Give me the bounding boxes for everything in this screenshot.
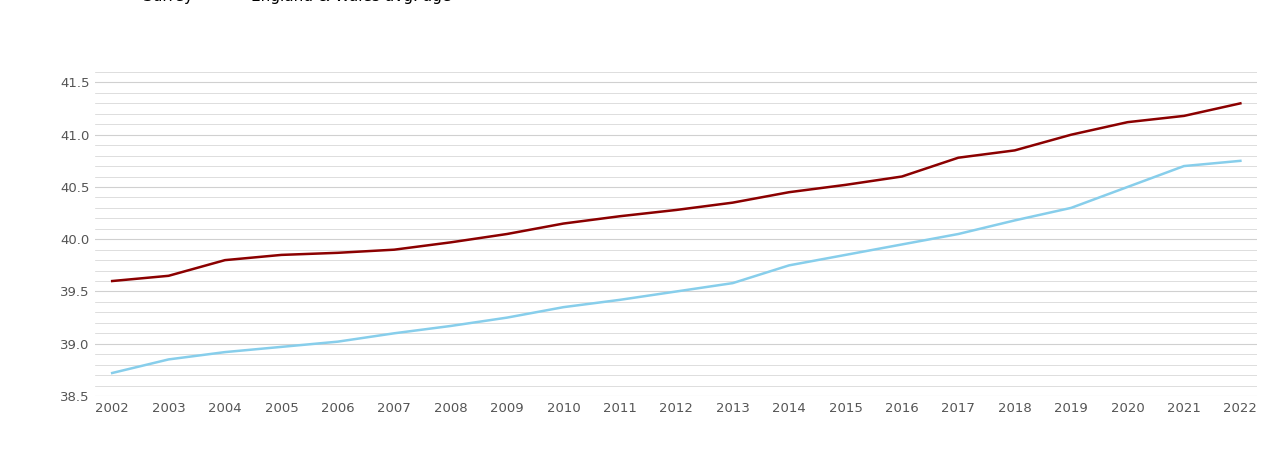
Surrey bbox=[1233, 101, 1248, 106]
England & Wales avg. age bbox=[1176, 163, 1191, 169]
England & Wales avg. age bbox=[781, 263, 796, 268]
England & Wales avg. age bbox=[443, 323, 458, 328]
Surrey bbox=[612, 214, 627, 219]
England & Wales avg. age bbox=[612, 297, 627, 302]
Surrey bbox=[894, 174, 909, 179]
England & Wales avg. age bbox=[951, 231, 966, 237]
Surrey bbox=[781, 189, 796, 195]
Surrey bbox=[161, 273, 177, 279]
Surrey bbox=[104, 279, 119, 284]
Surrey bbox=[668, 207, 683, 213]
Surrey bbox=[217, 257, 232, 263]
England & Wales avg. age bbox=[499, 315, 514, 320]
Surrey bbox=[386, 247, 401, 252]
England & Wales avg. age bbox=[838, 252, 853, 257]
Surrey bbox=[1120, 119, 1135, 125]
England & Wales avg. age bbox=[1120, 184, 1135, 189]
England & Wales avg. age bbox=[217, 349, 232, 355]
Surrey bbox=[951, 155, 966, 160]
Surrey bbox=[725, 200, 740, 205]
Legend: Surrey, England & Wales avg. age: Surrey, England & Wales avg. age bbox=[103, 0, 451, 4]
Surrey bbox=[443, 240, 458, 245]
Surrey bbox=[330, 250, 345, 256]
Surrey bbox=[1063, 132, 1078, 137]
Surrey bbox=[838, 182, 853, 188]
England & Wales avg. age bbox=[894, 242, 909, 247]
England & Wales avg. age bbox=[386, 331, 401, 336]
England & Wales avg. age bbox=[330, 339, 345, 344]
England & Wales avg. age bbox=[161, 357, 177, 362]
England & Wales avg. age bbox=[1233, 158, 1248, 163]
Surrey bbox=[1007, 148, 1022, 153]
England & Wales avg. age bbox=[556, 305, 572, 310]
Surrey bbox=[499, 231, 514, 237]
Line: Surrey: Surrey bbox=[112, 104, 1241, 281]
England & Wales avg. age bbox=[104, 370, 119, 376]
England & Wales avg. age bbox=[274, 344, 290, 350]
England & Wales avg. age bbox=[668, 289, 683, 294]
England & Wales avg. age bbox=[1007, 218, 1022, 223]
England & Wales avg. age bbox=[1063, 205, 1078, 211]
Line: England & Wales avg. age: England & Wales avg. age bbox=[112, 161, 1241, 373]
England & Wales avg. age bbox=[725, 280, 740, 286]
Surrey bbox=[1176, 113, 1191, 119]
Surrey bbox=[556, 221, 572, 226]
Surrey bbox=[274, 252, 290, 257]
